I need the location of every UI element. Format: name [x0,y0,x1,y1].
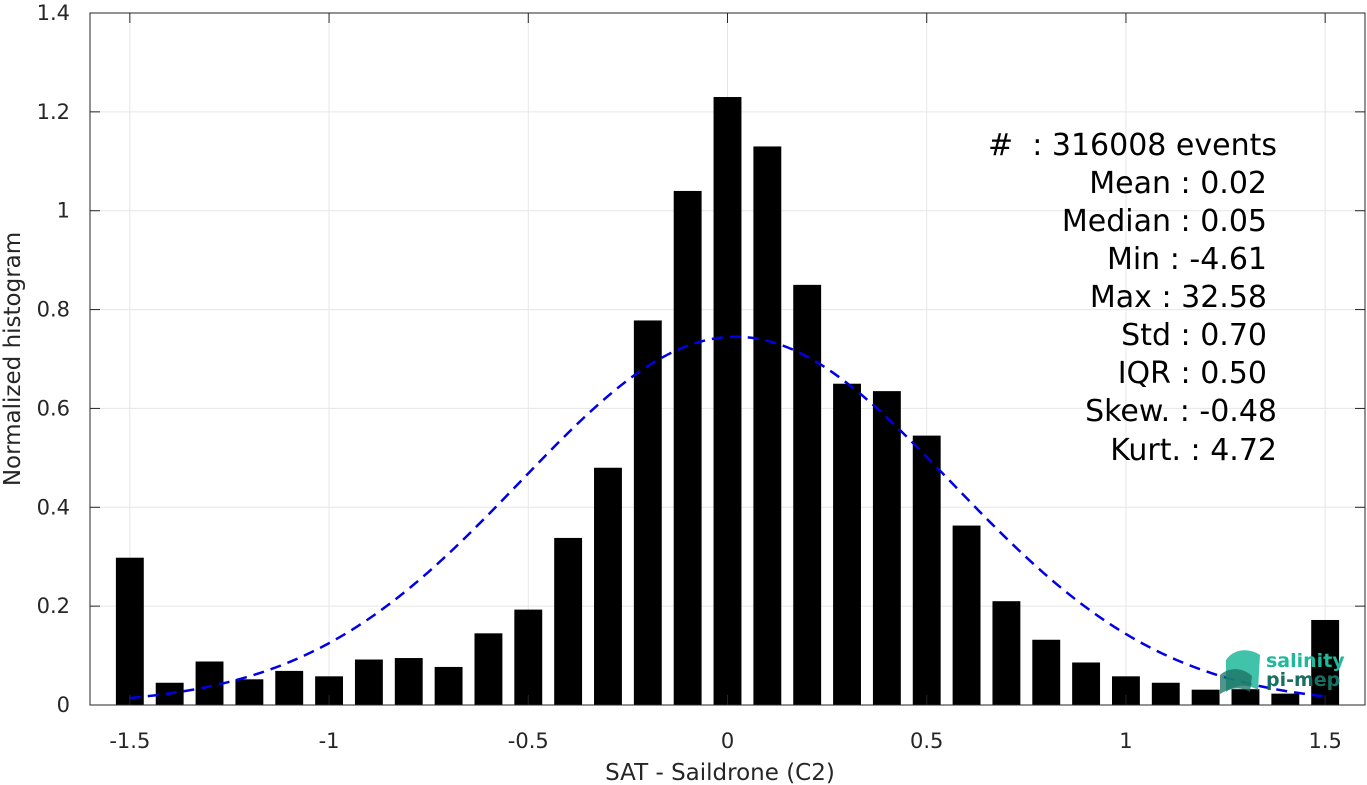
histogram-bar [633,320,662,705]
logo-line1: salinity [1266,650,1345,672]
y-tick-label: 0.2 [37,594,70,618]
x-tick-labels: -1.5 -1 -0.5 0 0.5 1 1.5 [109,729,1342,753]
y-tick-label: 1.4 [37,1,70,25]
histogram-bar [474,633,503,705]
histogram-bar [1271,693,1300,705]
histogram-bar [1311,619,1340,705]
histogram-bar [594,467,622,705]
x-tick-label: -1.5 [109,729,150,753]
histogram-bar [833,383,861,705]
histogram-bar [275,670,304,705]
bars [115,97,1340,706]
histogram-bar [673,190,702,705]
x-tick-label: -1 [319,729,340,753]
stat-std: Std : 0.70 [1121,318,1267,353]
histogram-bar [235,679,264,705]
y-tick-label: 1.2 [37,100,70,124]
histogram-bar [1191,689,1220,705]
x-tick-label: 1.5 [1308,729,1341,753]
stat-events: # : 316008 events [988,128,1277,163]
logo-line2: pi-mep [1266,669,1340,691]
histogram-bar [1231,689,1260,705]
y-tick-label: 0 [57,693,70,717]
x-tick-label: -0.5 [508,729,549,753]
histogram-bar [354,659,383,705]
histogram-bar [992,601,1021,705]
histogram-bar [1151,682,1180,705]
x-axis-title: SAT - Saildrone (C2) [605,760,835,785]
histogram-bar [753,146,782,705]
histogram-bar [1032,639,1061,705]
histogram-bar [872,391,901,705]
stat-iqr: IQR : 0.50 [1118,356,1267,391]
histogram-bar [514,609,543,705]
histogram-bar [434,666,463,705]
histogram-bar [952,525,981,705]
histogram-bar [394,658,423,705]
salinity-pi-mep-logo: salinity pi-mep [1220,650,1345,694]
x-tick-label: 1 [1119,729,1132,753]
y-axis-title: Normalized histogram [0,232,26,486]
histogram-bar [713,97,742,706]
histogram-bar [115,557,144,705]
stat-median: Median : 0.05 [1062,204,1267,239]
histogram-bar [793,284,822,705]
y-tick-label: 1 [57,199,70,223]
y-tick-label: 0.4 [37,495,70,519]
stat-max: Max : 32.58 [1090,280,1267,315]
logo-icon [1220,650,1260,694]
x-tick-label: 0.5 [910,729,943,753]
histogram-bar [912,435,941,705]
y-tick-labels: 0 0.2 0.4 0.6 0.8 1 1.2 1.4 [37,1,70,717]
stat-kurt: Kurt. : 4.72 [1110,433,1277,468]
histogram-bar [554,537,583,705]
gaussian-fit-curve [129,335,1326,700]
stat-skew: Skew. : -0.48 [1085,394,1277,429]
stat-min: Min : -4.61 [1107,242,1267,277]
stat-mean: Mean : 0.02 [1089,166,1267,201]
y-tick-label: 0.8 [37,298,70,322]
y-tick-label: 0.6 [37,396,70,420]
statistics-box: # : 316008 events Mean : 0.02 Median : 0… [988,128,1277,468]
axis-ticks [90,12,1365,706]
x-tick-label: 0 [721,729,734,753]
histogram-bar [1072,662,1101,705]
